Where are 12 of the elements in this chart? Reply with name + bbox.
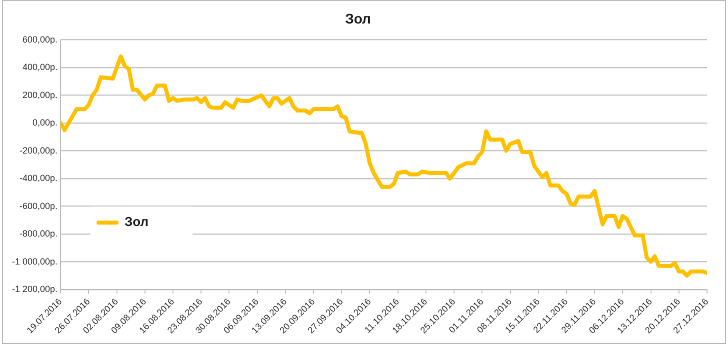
y-tick-label: 200,00р. [22,90,58,100]
chart-title: Зол [345,10,371,26]
y-tick-label: -600,00р. [20,200,58,211]
y-tick-label: 400,00р. [22,62,58,72]
y-tick-label: -1 000,00р. [12,256,58,266]
legend-label: Зол [124,214,149,230]
y-tick-label: -200,00р. [20,145,58,156]
y-tick-label: -800,00р. [20,228,58,239]
y-tick-label: 0,00р. [32,118,58,128]
y-tick-label: -1 200,00р. [12,284,58,294]
y-tick-label: -400,00р. [20,173,58,184]
y-tick-label: 600,00р. [22,34,58,44]
